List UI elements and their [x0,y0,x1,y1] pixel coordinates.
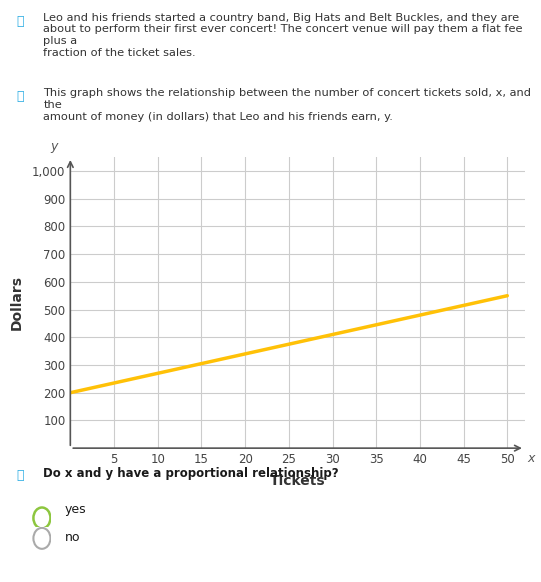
Text: x: x [527,452,535,465]
Text: Leo and his friends started a country band, Big Hats and Belt Buckles, and they : Leo and his friends started a country ba… [43,13,523,58]
X-axis label: Tickets: Tickets [270,474,325,488]
Text: This graph shows the relationship between the number of concert tickets sold, x,: This graph shows the relationship betwee… [43,88,531,122]
Text: Do x and y have a proportional relationship?: Do x and y have a proportional relations… [43,467,339,480]
Y-axis label: Dollars: Dollars [10,275,24,330]
Text: 🔊: 🔊 [16,90,24,103]
Text: y: y [50,140,57,153]
Text: 🔊: 🔊 [16,469,24,481]
Text: 🔊: 🔊 [16,15,24,27]
Text: no: no [65,531,81,544]
Text: yes: yes [65,503,87,516]
